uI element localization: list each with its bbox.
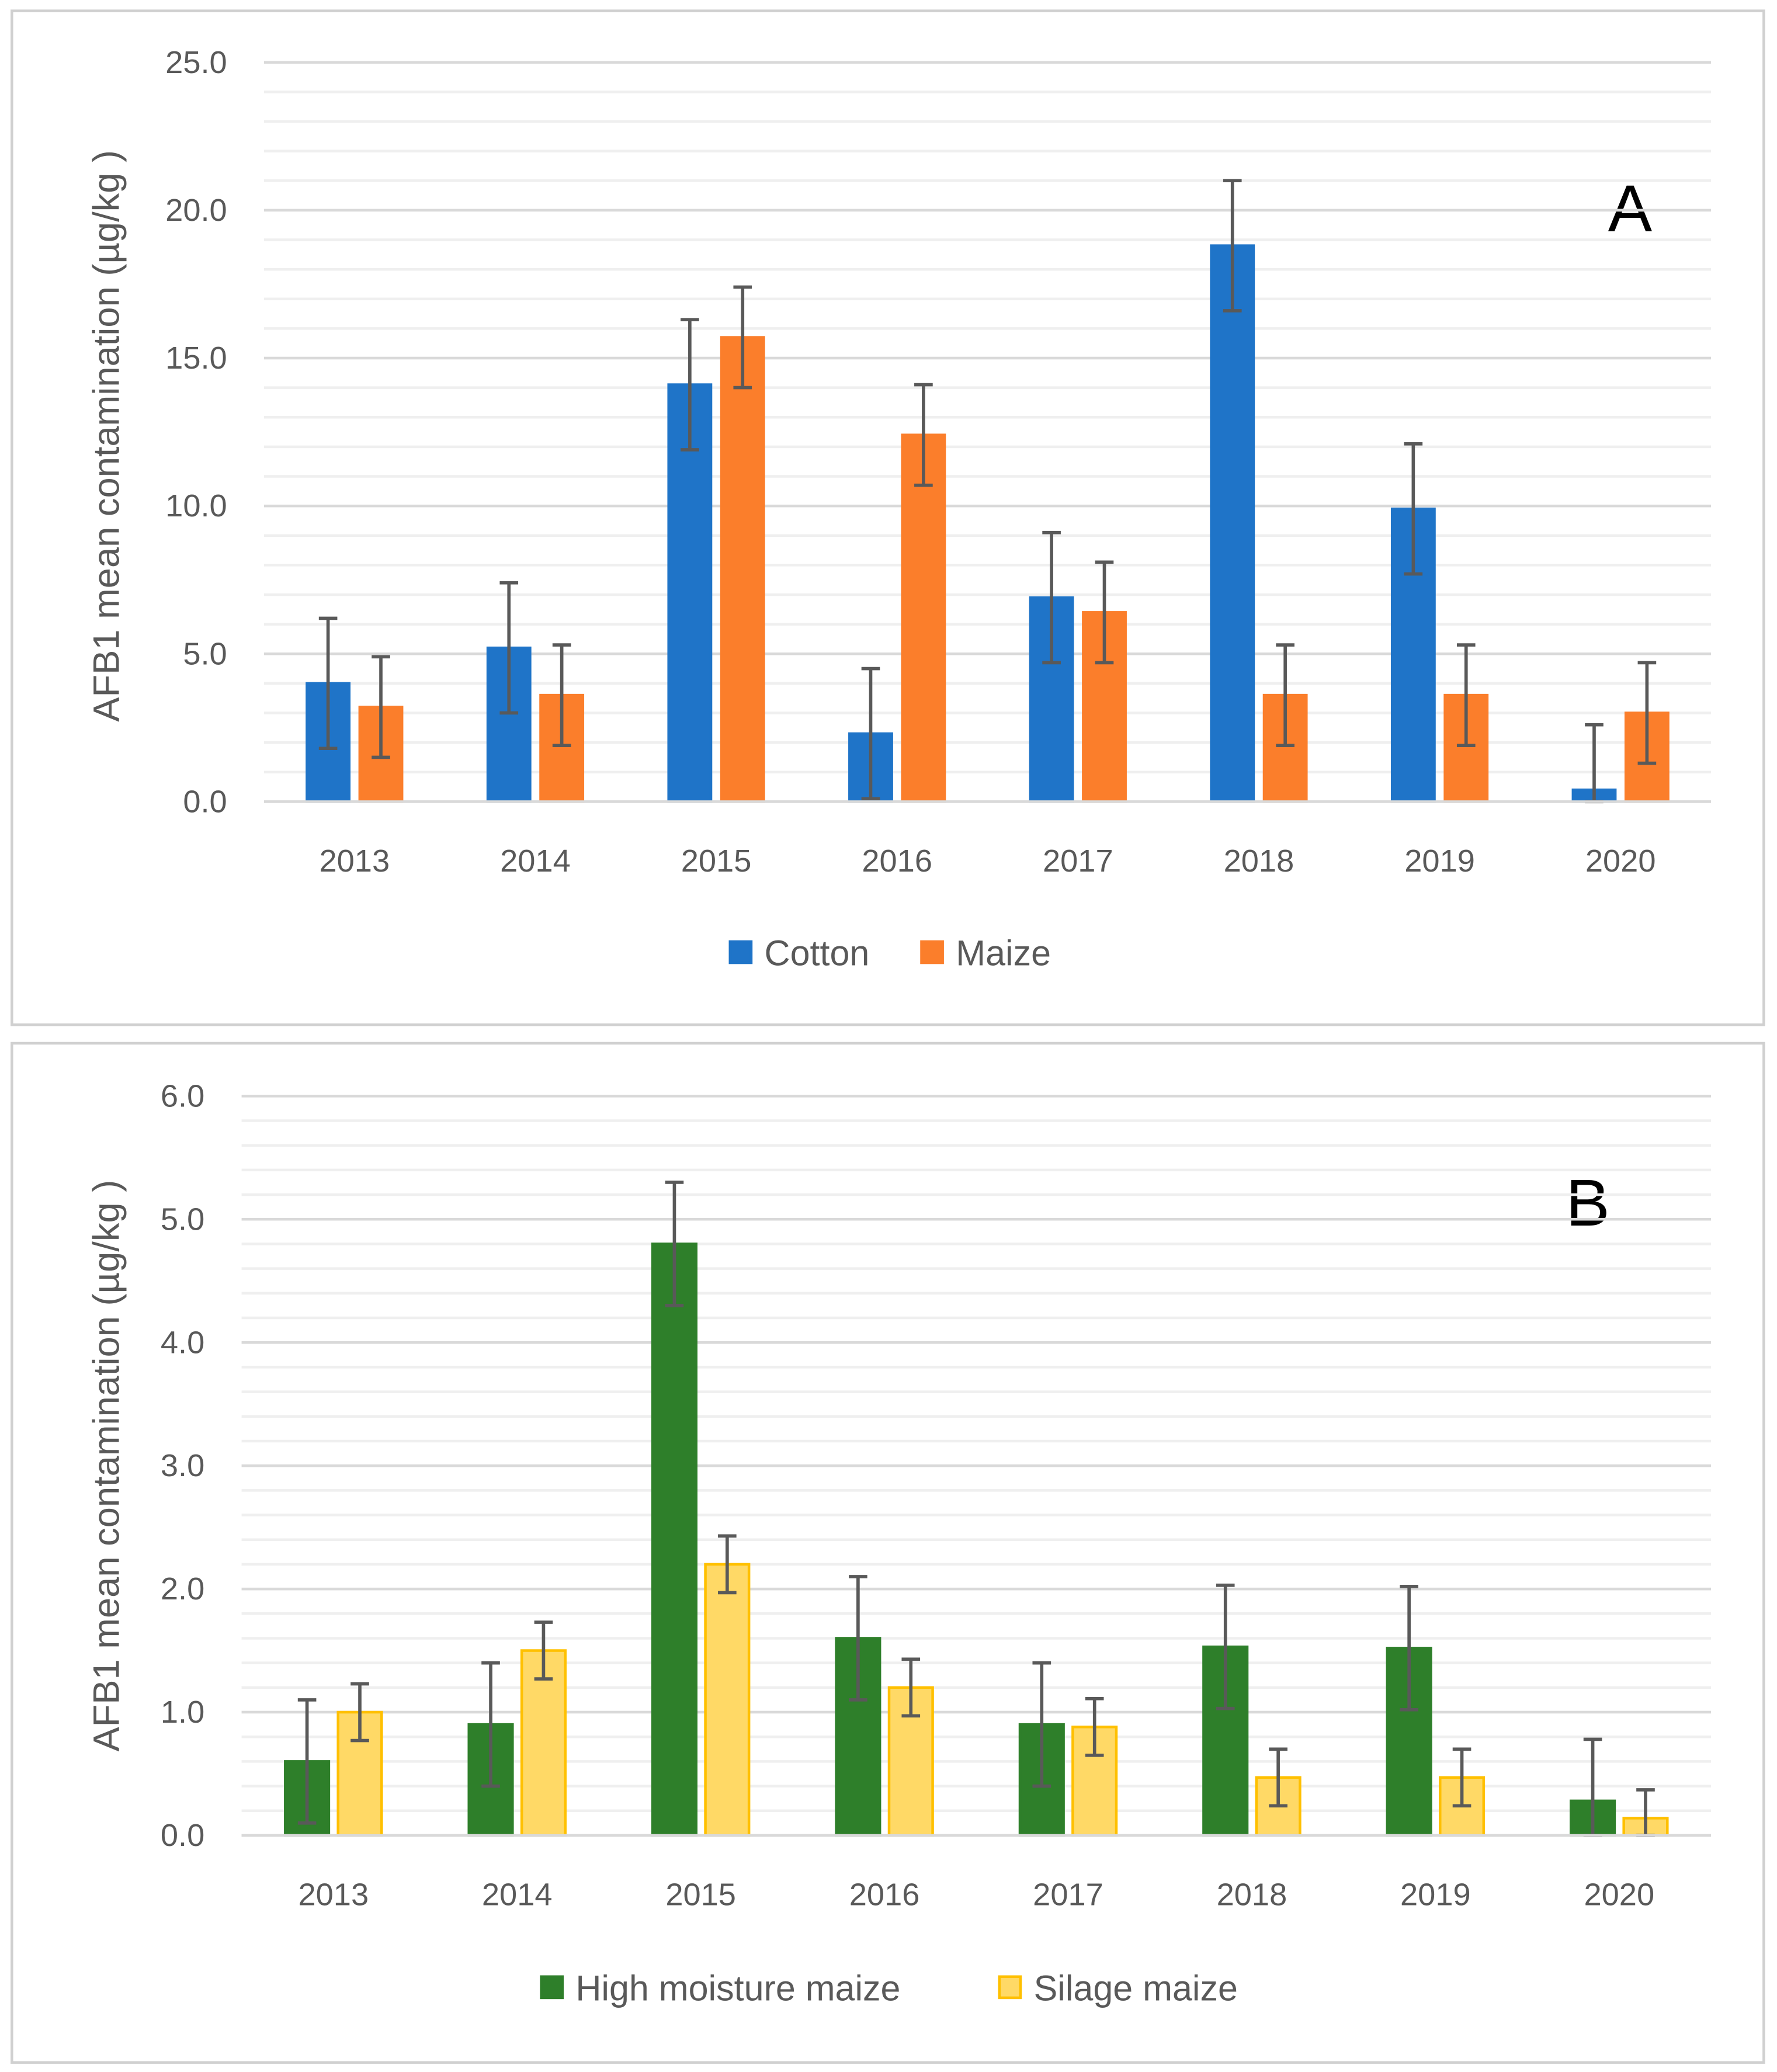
- x-tick-label: 2014: [500, 844, 571, 879]
- y-tick-label: 20.0: [165, 193, 227, 228]
- error-bar: [901, 1657, 921, 1718]
- x-tick-label: 2019: [1404, 844, 1475, 879]
- error-bar: [481, 1661, 500, 1788]
- chart-panel-a: A AFB1 mean contamination (µg/kg ) 0.0 5.…: [11, 9, 1765, 1026]
- error-bar: [534, 1620, 553, 1681]
- error-bar: [1269, 1747, 1287, 1808]
- error-bar: [1032, 1661, 1051, 1788]
- legend-swatch: [540, 1975, 564, 2000]
- y-tick-label: 1.0: [161, 1695, 204, 1730]
- y-tick-label: 2.0: [161, 1571, 204, 1606]
- error-bar: [1085, 1696, 1104, 1757]
- panel-label: A: [1608, 172, 1653, 245]
- y-tick-label: 10.0: [165, 488, 227, 523]
- bar-maize: [901, 433, 946, 803]
- x-tick-label: 2013: [319, 844, 390, 879]
- y-tick-label: 25.0: [165, 45, 227, 80]
- error-bar: [849, 1575, 867, 1702]
- y-tick-label: 3.0: [161, 1448, 204, 1483]
- legend-label: High moisture maize: [575, 1968, 900, 2008]
- error-bar: [372, 655, 390, 759]
- error-bar: [1452, 1747, 1471, 1808]
- panel-label: B: [1566, 1166, 1609, 1240]
- error-bar: [681, 318, 699, 452]
- error-bar: [665, 1181, 684, 1307]
- y-tick-label: 0.0: [161, 1818, 204, 1853]
- bar-cotton: [1210, 244, 1255, 803]
- x-tick-label: 2020: [1584, 1877, 1654, 1913]
- x-tick-label: 2013: [298, 1877, 369, 1913]
- error-bar: [1637, 661, 1657, 765]
- bar-maize: [720, 336, 765, 803]
- error-bar: [318, 616, 338, 751]
- error-bar: [718, 1534, 737, 1595]
- y-tick-label: 4.0: [161, 1325, 204, 1360]
- x-tick-label: 2017: [1033, 1877, 1103, 1913]
- bar-silage-maize: [520, 1649, 567, 1837]
- error-bar: [1404, 442, 1423, 576]
- x-tick-label: 2016: [849, 1877, 920, 1913]
- x-tick-label: 2018: [1224, 844, 1294, 879]
- error-bar: [914, 383, 933, 487]
- error-bar: [499, 581, 519, 715]
- y-tick-label: 0.0: [183, 784, 227, 819]
- legend-swatch: [728, 940, 753, 964]
- error-bar: [1223, 179, 1242, 313]
- x-tick-label: 2020: [1585, 844, 1656, 879]
- error-bar: [861, 667, 880, 801]
- error-bar: [1095, 560, 1114, 665]
- bar-high-moisture-maize: [651, 1242, 698, 1837]
- y-tick-label: 5.0: [161, 1202, 204, 1237]
- chart-panel-b: B AFB1 mean contamination (µg/kg ) 0.0 1.…: [11, 1042, 1765, 2064]
- x-tick-label: 2015: [681, 844, 752, 879]
- x-tick-label: 2018: [1217, 1877, 1287, 1913]
- y-tick-label: 5.0: [183, 636, 227, 671]
- legend-swatch: [920, 940, 944, 964]
- y-axis-title: AFB1 mean contamination (µg/kg ): [86, 1180, 127, 1752]
- y-axis-title: AFB1 mean contamination (µg/kg ): [86, 150, 127, 722]
- error-bar: [1042, 530, 1061, 665]
- y-tick-label: 15.0: [165, 341, 227, 376]
- legend-swatch: [998, 1975, 1022, 2000]
- x-tick-label: 2019: [1400, 1877, 1471, 1913]
- error-bar: [1400, 1585, 1418, 1712]
- x-tick-label: 2017: [1043, 844, 1113, 879]
- x-tick-label: 2016: [862, 844, 932, 879]
- x-tick-label: 2014: [482, 1877, 553, 1913]
- error-bar: [297, 1698, 317, 1825]
- error-bar: [1456, 643, 1476, 747]
- error-bar: [1276, 643, 1294, 747]
- legend-label: Silage maize: [1034, 1968, 1238, 2008]
- legend-label: Cotton: [765, 933, 870, 973]
- legend-label: Maize: [956, 933, 1051, 973]
- error-bar: [350, 1682, 369, 1743]
- bar-silage-maize: [704, 1563, 751, 1837]
- y-tick-label: 6.0: [161, 1078, 204, 1113]
- x-tick-label: 2015: [665, 1877, 736, 1913]
- error-bar: [552, 643, 571, 747]
- panel-border: [11, 1042, 1765, 2064]
- error-bar: [1216, 1583, 1235, 1710]
- error-bar: [733, 285, 752, 390]
- bar-cotton: [667, 383, 713, 803]
